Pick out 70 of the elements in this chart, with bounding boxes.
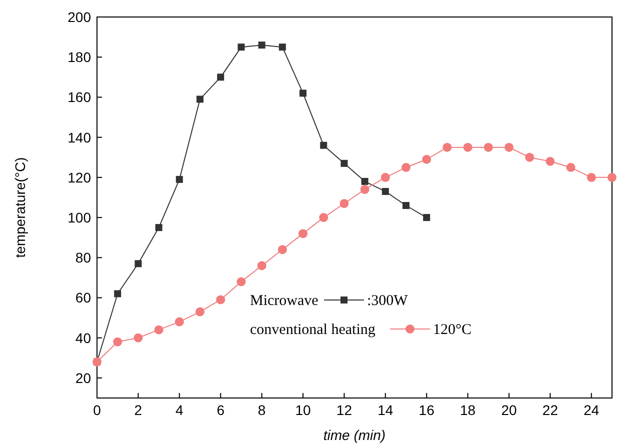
y-tick-label: 20 [75,370,92,386]
point [155,224,162,232]
x-tick-label: 24 [584,402,600,418]
point [134,260,142,268]
point [257,261,266,270]
point [134,333,143,342]
x-tick-label: 10 [295,402,311,418]
y-tick-label: 160 [68,89,92,106]
x-tick-label: 18 [460,402,476,418]
point [422,154,432,164]
annotation: :300W [367,293,409,309]
point [114,290,122,298]
point [463,142,472,152]
x-tick-label: 4 [176,402,184,418]
point [320,142,328,149]
point [361,178,368,185]
point [319,213,328,222]
point [402,202,410,209]
point [300,90,306,97]
point [586,172,596,182]
y-tick-label: 60 [75,290,92,306]
point [196,307,204,316]
y-axis-title: temperature(°C) [12,157,28,258]
point [278,44,286,51]
point [360,184,370,194]
x-tick-label: 8 [258,402,266,418]
legend-label: conventional heating [250,322,376,338]
point [236,277,246,286]
point [525,152,534,162]
point [423,214,430,222]
x-tick-label: 20 [501,402,517,418]
point [238,44,245,51]
x-tick-label: 0 [93,402,102,418]
x-axis-title: time (min) [323,427,386,443]
x-tick-label: 12 [336,402,352,418]
point [442,142,452,152]
point [608,172,616,182]
x-tick-label: 6 [216,402,225,418]
point [340,198,349,208]
point [258,42,266,49]
y-tick-label: 200 [68,9,92,25]
point [402,162,410,172]
point [176,176,183,183]
point [340,160,348,167]
point [196,96,204,103]
x-tick-label: 16 [418,402,435,418]
annotation: 120°C [433,322,472,338]
point [217,74,224,81]
point [380,172,390,182]
point [154,325,164,334]
x-tick-label: 22 [542,402,558,418]
point [566,162,576,172]
y-tick-label: 140 [68,129,92,146]
point [298,229,308,238]
y-tick-label: 80 [75,250,92,266]
point [546,156,555,166]
x-tick-label: 14 [378,402,394,418]
y-tick-label: 40 [75,330,92,346]
point [382,188,389,195]
y-tick-label: 180 [68,49,92,66]
point [216,295,226,304]
x-tick-label: 2 [134,402,142,418]
point [113,337,122,346]
point [484,142,493,152]
point [174,317,184,326]
point [504,142,514,152]
y-tick-label: 100 [68,210,92,226]
point [278,245,287,254]
y-tick-label: 120 [68,169,92,186]
legend-label: Microwave [250,293,319,309]
